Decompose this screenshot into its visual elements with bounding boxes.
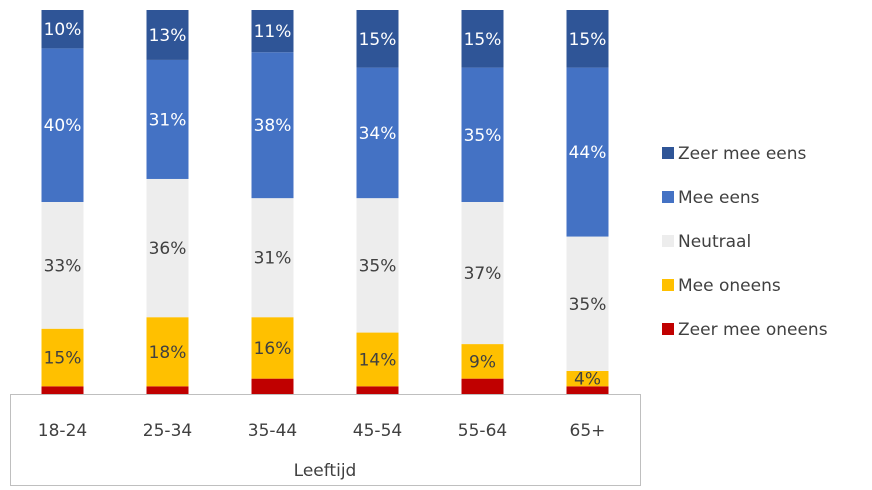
data-label: 14%	[359, 350, 397, 370]
legend-marker	[662, 279, 674, 291]
data-label: 40%	[44, 116, 82, 136]
data-label: 15%	[464, 30, 502, 50]
data-label: 10%	[44, 20, 82, 40]
bar-segment	[41, 386, 84, 394]
legend-marker	[662, 235, 674, 247]
bar-segment	[41, 328, 84, 387]
bar-segment	[146, 59, 189, 179]
data-label: 15%	[44, 349, 82, 369]
bar-segment	[41, 202, 84, 329]
legend-marker	[662, 191, 674, 203]
x-tick-label: 35-44	[248, 421, 297, 441]
data-label: 35%	[569, 295, 607, 315]
bar-segment	[146, 178, 189, 318]
data-label: 18%	[149, 343, 187, 363]
bar-segment	[251, 52, 294, 199]
data-label: 35%	[359, 256, 397, 276]
data-label: 33%	[44, 256, 82, 276]
bar-segment	[356, 67, 399, 199]
data-label: 15%	[569, 30, 607, 50]
bar-segment	[356, 10, 399, 68]
data-label: 16%	[254, 339, 292, 359]
bar-segment	[251, 198, 294, 318]
data-label: 13%	[149, 26, 187, 46]
bar-segment	[461, 10, 504, 68]
bar-segment	[566, 10, 609, 68]
data-label: 9%	[469, 352, 496, 372]
bar-segment	[461, 202, 504, 345]
bar-segment	[146, 386, 189, 394]
legend-marker	[662, 323, 674, 335]
x-axis-title: Leeftijd	[294, 461, 357, 481]
data-label: 37%	[464, 264, 502, 284]
x-tick-label: 45-54	[353, 421, 402, 441]
bar-segment	[356, 198, 399, 333]
bar-segment	[461, 67, 504, 202]
bar-segment	[251, 10, 294, 53]
data-label: 38%	[254, 116, 292, 136]
bar-segment	[566, 67, 609, 237]
bar-segment	[146, 10, 189, 60]
bar-segment	[356, 332, 399, 387]
bar-segment	[461, 344, 504, 379]
bar-segment	[566, 386, 609, 394]
bar-segment	[566, 370, 609, 387]
bar-segment	[41, 48, 84, 203]
legend-label: Mee oneens	[678, 276, 781, 296]
data-label: 31%	[254, 249, 292, 269]
data-label: 31%	[149, 110, 187, 130]
data-label: 44%	[569, 143, 607, 163]
data-label: 35%	[464, 126, 502, 146]
bar-segment	[461, 378, 504, 394]
data-label: 11%	[254, 22, 292, 42]
x-tick-label: 25-34	[143, 421, 192, 441]
legend-label: Zeer mee eens	[678, 144, 807, 164]
bar-segment	[146, 317, 189, 387]
legend-label: Zeer mee oneens	[678, 320, 828, 340]
data-label: 34%	[359, 124, 397, 144]
legend-marker	[662, 147, 674, 159]
bar-segment	[251, 378, 294, 394]
bar-segment	[566, 236, 609, 371]
legend-label: Neutraal	[678, 232, 751, 252]
x-tick-label: 65+	[570, 421, 606, 441]
legend-label: Mee eens	[678, 188, 760, 208]
x-tick-label: 18-24	[38, 421, 87, 441]
x-tick-label: 55-64	[458, 421, 507, 441]
bar-segment	[251, 317, 294, 379]
data-label: 36%	[149, 239, 187, 259]
bar-segment	[356, 386, 399, 394]
data-label: 4%	[574, 370, 601, 390]
data-label: 15%	[359, 30, 397, 50]
bar-segment	[41, 10, 84, 49]
